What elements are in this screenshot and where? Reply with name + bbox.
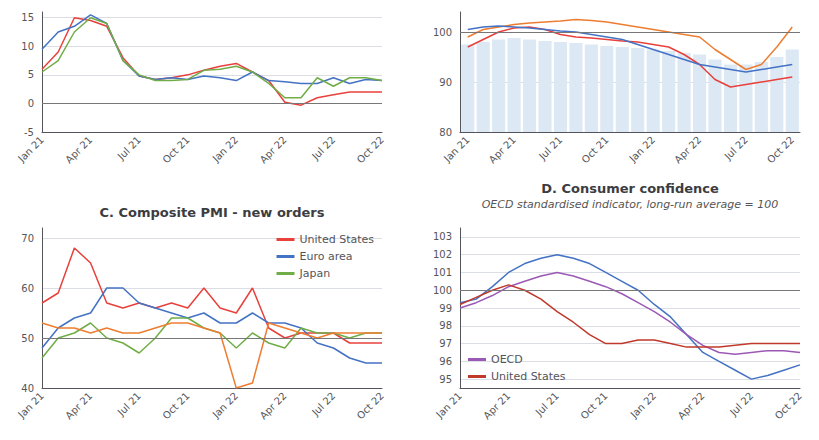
svg-text:100: 100 — [433, 27, 452, 38]
svg-text:Oct 22: Oct 22 — [355, 134, 386, 165]
svg-text:D. Consumer confidence: D. Consumer confidence — [541, 181, 719, 196]
svg-text:5: 5 — [28, 69, 34, 80]
svg-text:Apr 22: Apr 22 — [676, 390, 707, 421]
svg-text:Apr 21: Apr 21 — [63, 390, 94, 421]
svg-text:0: 0 — [28, 98, 34, 109]
svg-text:Apr 22: Apr 22 — [258, 134, 289, 165]
svg-text:Jan 21: Jan 21 — [433, 390, 464, 421]
svg-text:Jul 22: Jul 22 — [309, 134, 337, 162]
svg-text:Apr 21: Apr 21 — [487, 134, 518, 165]
svg-text:99: 99 — [439, 303, 452, 314]
svg-text:50: 50 — [21, 333, 34, 344]
svg-text:80: 80 — [439, 127, 452, 138]
svg-text:Apr 21: Apr 21 — [63, 134, 94, 165]
svg-text:Jan 22: Jan 22 — [210, 134, 241, 165]
svg-text:70: 70 — [21, 233, 34, 244]
svg-text:Oct 22: Oct 22 — [355, 390, 386, 421]
svg-text:Apr 21: Apr 21 — [481, 390, 512, 421]
svg-text:Jan 21: Jan 21 — [15, 134, 46, 165]
svg-text:90: 90 — [439, 77, 452, 88]
svg-text:Jan 22: Jan 22 — [626, 134, 657, 165]
svg-text:Oct 21: Oct 21 — [579, 134, 610, 165]
svg-text:Oct 22: Oct 22 — [765, 134, 796, 165]
svg-text:Jan 21: Jan 21 — [15, 390, 46, 421]
svg-text:Jul 22: Jul 22 — [722, 134, 750, 162]
svg-text:Oct 21: Oct 21 — [160, 134, 191, 165]
svg-text:United States: United States — [300, 233, 375, 246]
svg-text:60: 60 — [21, 283, 34, 294]
svg-text:40: 40 — [21, 383, 34, 394]
svg-text:96: 96 — [439, 356, 452, 367]
svg-text:-5: -5 — [24, 127, 34, 138]
svg-text:Jul 22: Jul 22 — [309, 390, 337, 418]
svg-text:102: 102 — [433, 249, 452, 260]
svg-text:Apr 22: Apr 22 — [672, 134, 703, 165]
svg-text:OECD standardised indicator, l: OECD standardised indicator, long-run av… — [482, 198, 779, 211]
svg-text:101: 101 — [433, 267, 452, 278]
svg-text:95: 95 — [439, 374, 452, 385]
svg-text:Oct 21: Oct 21 — [578, 390, 609, 421]
svg-text:98: 98 — [439, 320, 452, 331]
svg-text:Jul 21: Jul 21 — [115, 390, 143, 418]
svg-text:Jul 21: Jul 21 — [115, 134, 143, 162]
svg-text:Jul 21: Jul 21 — [533, 390, 561, 418]
svg-text:Jan 22: Jan 22 — [628, 390, 659, 421]
svg-text:Euro area: Euro area — [300, 250, 353, 263]
svg-text:Apr 22: Apr 22 — [258, 390, 289, 421]
svg-text:103: 103 — [433, 231, 452, 242]
svg-text:100: 100 — [433, 285, 452, 296]
svg-text:15: 15 — [21, 12, 34, 23]
svg-text:Japan: Japan — [299, 267, 331, 280]
svg-text:97: 97 — [439, 338, 452, 349]
svg-text:Jul 21: Jul 21 — [536, 134, 564, 162]
svg-text:Jul 22: Jul 22 — [727, 390, 755, 418]
svg-text:OECD: OECD — [491, 353, 523, 366]
svg-text:Oct 22: Oct 22 — [773, 390, 804, 421]
svg-text:United States: United States — [491, 370, 566, 383]
svg-text:Oct 21: Oct 21 — [160, 390, 191, 421]
svg-text:Jan 22: Jan 22 — [210, 390, 241, 421]
svg-text:10: 10 — [21, 41, 34, 52]
svg-text:Jan 21: Jan 21 — [441, 134, 472, 165]
svg-text:C. Composite PMI - new orders: C. Composite PMI - new orders — [100, 205, 325, 220]
